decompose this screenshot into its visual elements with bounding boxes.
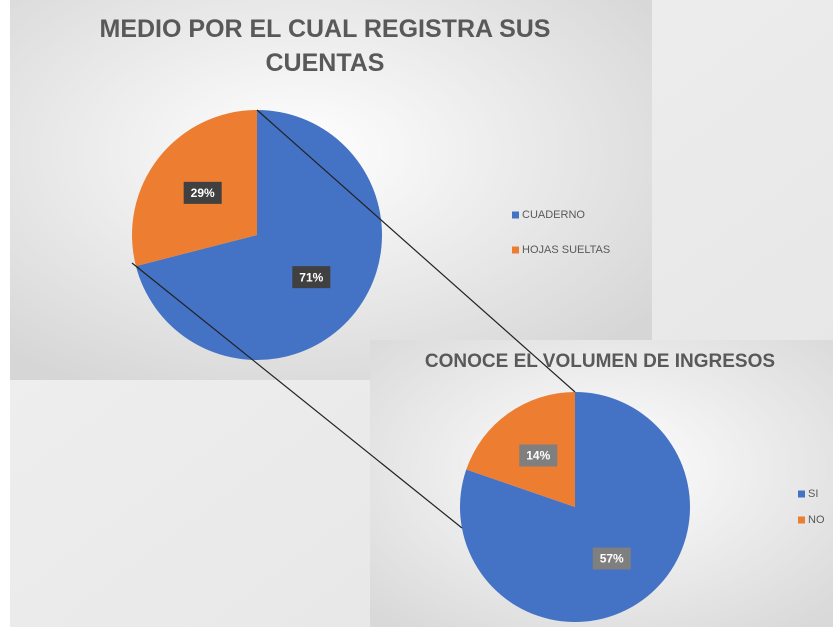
data-label: 29% xyxy=(191,186,215,200)
label-box xyxy=(519,444,558,467)
data-label: 14% xyxy=(526,449,550,463)
legend-swatch xyxy=(512,246,519,254)
data-label: 71% xyxy=(299,270,323,284)
data-label: 57% xyxy=(600,552,624,566)
legend-label: CUADERNO xyxy=(522,209,585,221)
legend-label: HOJAS SUELTAS xyxy=(522,244,610,256)
chart-title: CONOCE EL VOLUMEN DE INGRESOS xyxy=(424,351,776,372)
pie-slice xyxy=(135,110,382,360)
legend-label: SI xyxy=(808,488,818,500)
legend-swatch xyxy=(798,490,805,498)
connector xyxy=(256,109,576,393)
pies: 71% 29% CUADERNO HOJAS SUELTAS 57% 14% SI NO xyxy=(132,110,825,622)
label-box xyxy=(183,181,222,204)
connector xyxy=(131,262,463,529)
chart-title: MEDIO POR EL CUAL REGISTRA SUS CUENTAS xyxy=(99,15,551,77)
label-box xyxy=(592,547,631,570)
legend-swatch xyxy=(798,516,805,524)
label-box xyxy=(292,266,331,289)
legend-swatch xyxy=(512,211,519,219)
legend-label: NO xyxy=(808,514,825,526)
